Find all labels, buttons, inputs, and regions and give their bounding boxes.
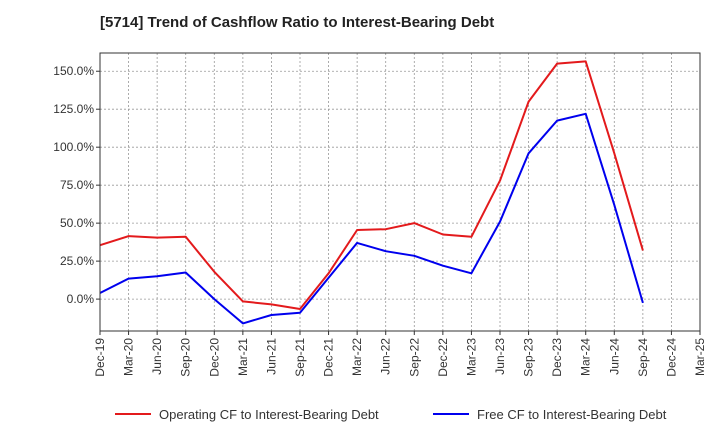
x-tick-label: Dec-24 [664,338,678,377]
chart-title: [5714] Trend of Cashflow Ratio to Intere… [100,14,495,31]
legend-item-operating-cf: Operating CF to Interest-Bearing Debt [115,404,379,424]
x-tick-label: Mar-21 [236,338,250,376]
plot-border [99,52,701,332]
x-tick-label: Dec-20 [207,338,221,377]
x-tick-label: Dec-21 [322,338,336,377]
x-tick-label: Jun-23 [493,338,507,375]
x-tick-label: Jun-24 [607,338,621,375]
grid-lines [100,53,700,331]
x-tick-label: Mar-22 [350,338,364,376]
x-tick-label: Sep-24 [636,338,650,377]
axis-ticks: 0.0% 25.0% 50.0% 75.0% 100.0% 125.0% 150.0% Dec… [53,64,707,376]
x-tick-label: Sep-22 [407,338,421,377]
series-line-free-cf [99,112,644,325]
legend-swatch-operating-cf [115,413,151,415]
x-tick-label: Jun-21 [264,338,278,375]
x-tick-label: Dec-23 [550,338,564,377]
x-tick-label: Dec-19 [93,338,107,377]
x-tick-label: Sep-20 [179,338,193,377]
y-tick-label: 25.0% [60,254,94,268]
x-tick-label: Mar-24 [579,338,593,376]
x-tick-label: Dec-22 [436,338,450,377]
legend-label-free-cf: Free CF to Interest-Bearing Debt [477,406,667,422]
x-tick-label: Jun-22 [379,338,393,375]
y-tick-label: 75.0% [60,178,94,192]
y-tick-label: 125.0% [53,102,94,116]
y-tick-label: 0.0% [67,292,95,306]
x-tick-label: Jun-20 [150,338,164,375]
x-tick-label: Mar-25 [693,338,707,376]
y-tick-label: 50.0% [60,216,94,230]
x-tick-label: Sep-23 [522,338,536,377]
y-tick-label: 100.0% [53,140,94,154]
x-tick-label: Sep-21 [293,338,307,377]
legend-swatch-free-cf [433,413,469,415]
legend-label-operating-cf: Operating CF to Interest-Bearing Debt [159,406,379,422]
series-line-operating-cf [99,60,644,310]
legend-item-free-cf: Free CF to Interest-Bearing Debt [433,404,666,424]
y-tick-label: 150.0% [53,64,94,78]
x-tick-label: Mar-20 [122,338,136,376]
series-lines [99,60,644,325]
x-tick-label: Mar-23 [464,338,478,376]
